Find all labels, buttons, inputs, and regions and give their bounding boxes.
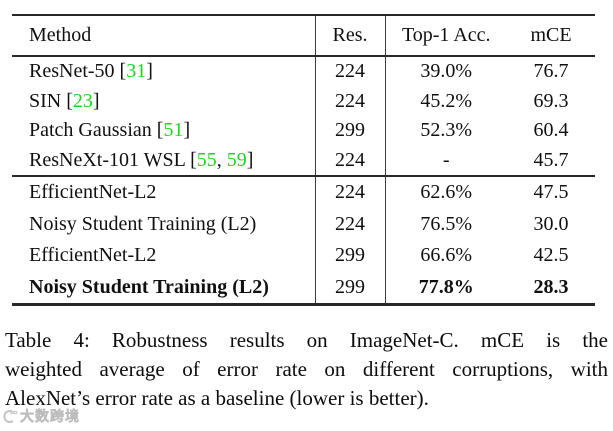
method-cell: Noisy Student Training (L2)	[12, 208, 316, 240]
mce-cell: 60.4	[533, 119, 569, 142]
col-header-top1: Top-1 Acc.	[385, 15, 507, 57]
citation-ref[interactable]: 31	[126, 60, 147, 83]
mce-cell: 69.3	[533, 89, 569, 112]
method-cell: EfficientNet-L2	[12, 175, 316, 209]
watermark-logo-icon	[2, 409, 18, 424]
table-row: ResNeXt-101 WSL [55, 59] 224 - 45.7	[12, 145, 595, 176]
res-cell: 299	[315, 240, 386, 272]
res-cell: 224	[315, 86, 386, 116]
mce-cell: 28.3	[533, 275, 569, 298]
table-group-efficientnet: EfficientNet-L2 224 62.6% 47.5 Noisy Student…	[12, 175, 595, 305]
citation-ref[interactable]: 23	[72, 89, 93, 112]
mce-cell: 45.7	[533, 148, 569, 171]
results-table: Method Res. Top-1 Acc. mCE ResNet-50 [31…	[12, 14, 595, 306]
top1-acc-cell: 66.6%	[420, 244, 473, 267]
method-cell: ResNeXt-101 WSL [55, 59]	[12, 145, 316, 176]
caption-line: AlexNet’s error rate as a baseline (lowe…	[5, 386, 429, 410]
mce-cell: 47.5	[507, 175, 595, 209]
method-cell: EfficientNet-L2	[12, 240, 316, 272]
citation-ref[interactable]: 51	[163, 119, 184, 142]
watermark-text: 大数跨境	[20, 410, 80, 426]
table-group-baselines: ResNet-50 [31] 224 39.0% 76.7 SIN [23] 224 45.…	[12, 56, 595, 176]
col-header-mce: mCE	[507, 15, 595, 57]
method-cell: Patch Gaussian [51]	[12, 116, 316, 146]
top1-acc-cell: 77.8%	[418, 275, 474, 298]
caption-line: Table 4: Robustness results on ImageNet-…	[5, 328, 608, 352]
mce-cell: 30.0	[533, 212, 569, 235]
top1-acc-cell: 39.0%	[420, 60, 473, 83]
table-row: EfficientNet-L2 224 62.6% 47.5	[12, 175, 595, 209]
res-cell: 224	[315, 56, 386, 87]
citation-ref[interactable]: 55	[196, 148, 217, 171]
watermark: 大数跨境	[2, 406, 80, 426]
mce-cell: 76.7	[533, 60, 569, 83]
col-header-res: Res.	[315, 15, 386, 57]
top1-acc-cell: 52.3%	[420, 119, 473, 142]
top1-acc-cell: -	[442, 148, 450, 171]
table-caption: Table 4: Robustness results on ImageNet-…	[5, 326, 608, 413]
col-header-method: Method	[12, 15, 316, 57]
top1-acc-cell: 62.6%	[385, 175, 507, 209]
table-row: Noisy Student Training (L2) 224 76.5% 30.0	[12, 208, 595, 240]
top1-acc-cell: 45.2%	[420, 89, 473, 112]
table-row: EfficientNet-L2 299 66.6% 42.5	[12, 240, 595, 272]
method-cell: SIN [23]	[12, 86, 316, 116]
table-header-row: Method Res. Top-1 Acc. mCE	[12, 15, 595, 57]
res-cell: 224	[315, 175, 386, 209]
mce-cell: 42.5	[533, 244, 569, 267]
res-cell: 299	[315, 271, 386, 305]
res-cell: 224	[315, 145, 386, 176]
table-row: ResNet-50 [31] 224 39.0% 76.7	[12, 56, 595, 87]
table-row: SIN [23] 224 45.2% 69.3	[12, 86, 595, 116]
citation-ref[interactable]: 59	[226, 148, 247, 171]
method-cell: ResNet-50 [31]	[12, 56, 316, 87]
table-row: Noisy Student Training (L2) 299 77.8% 28.3	[12, 271, 595, 305]
res-cell: 299	[315, 116, 386, 146]
table-row: Patch Gaussian [51] 299 52.3% 60.4	[12, 116, 595, 146]
caption-line: weighted average of error rate on differ…	[5, 357, 608, 381]
top1-acc-cell: 76.5%	[420, 212, 473, 235]
results-table-container: Method Res. Top-1 Acc. mCE ResNet-50 [31…	[12, 14, 595, 306]
method-cell: Noisy Student Training (L2)	[12, 271, 316, 305]
res-cell: 224	[315, 208, 386, 240]
